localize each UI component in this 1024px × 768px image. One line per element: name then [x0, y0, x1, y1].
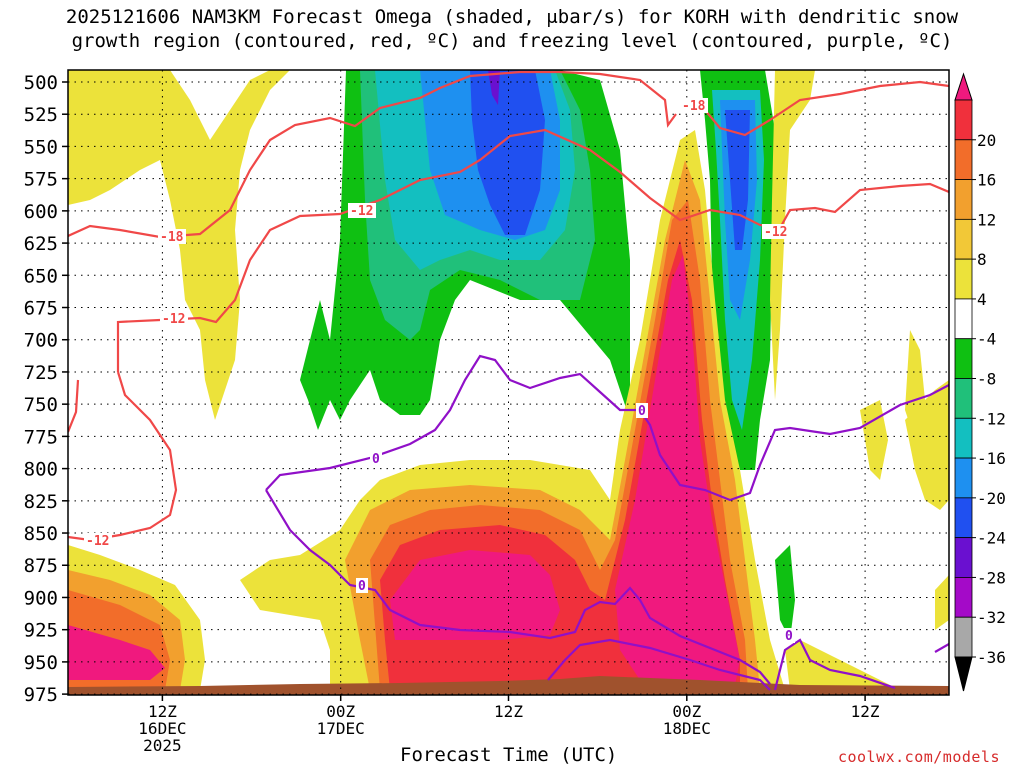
descent-region-dark-blue	[470, 70, 545, 235]
ascent-region-yellow-east	[860, 400, 888, 480]
colorbar-segment	[954, 258, 973, 300]
y-tick-label: 500	[24, 72, 58, 94]
x-tick-label: 12Z	[851, 702, 880, 721]
y-axis: 500 525 550 575 600 625 650 675 700 725 750 775 800 8…	[24, 72, 68, 706]
colorbar-label: -28	[977, 568, 1006, 587]
y-tick-label: 725	[24, 362, 58, 384]
y-tick-label: 600	[24, 201, 58, 223]
colorbar-segment	[954, 577, 973, 618]
colorbar-label: -12	[977, 409, 1006, 428]
contour-minus18-east	[699, 80, 949, 137]
ascent-region-yellow-far-east-3	[935, 575, 949, 630]
y-tick-label: 625	[24, 233, 58, 255]
contour-label-zero-b: 0	[638, 404, 646, 419]
y-tick-label: 975	[24, 684, 58, 706]
x-tick-label: 18DEC	[663, 719, 711, 738]
colorbar-label: -16	[977, 449, 1006, 468]
colorbar-segment	[954, 179, 973, 220]
x-tick-label: 16DEC	[138, 719, 186, 738]
x-axis-title: Forecast Time (UTC)	[400, 744, 618, 766]
chart-subtitle: growth region (contoured, red, ºC) and f…	[71, 30, 953, 52]
y-tick-label: 550	[24, 136, 58, 158]
ascent-region-yellow-northeast	[770, 70, 815, 400]
colorbar-label: -32	[977, 608, 1006, 627]
colorbar-segment	[954, 537, 973, 578]
contour-label-minus12-c: -12	[764, 225, 787, 240]
y-tick-label: 825	[24, 491, 58, 513]
ascent-region-yellow-tail	[785, 640, 900, 690]
contour-zero-south	[547, 638, 771, 691]
x-tick-label: 00Z	[672, 702, 701, 721]
colorbar-label: 4	[977, 290, 987, 309]
colorbar-top-arrow	[954, 72, 973, 101]
y-tick-label: 850	[24, 523, 58, 545]
colorbar-label: 16	[977, 171, 996, 190]
contour-label-minus12-b: -12	[350, 204, 373, 219]
contour-label-zero-d: 0	[785, 629, 793, 644]
x-tick-label: 2025	[143, 736, 182, 755]
colorbar-segment	[954, 616, 973, 658]
gridlines	[68, 70, 949, 695]
contour-label-minus18-a: -18	[160, 230, 184, 245]
colorbar-segment	[954, 497, 973, 539]
contour-zero-lower	[265, 489, 771, 685]
ascent-region-magenta-main	[390, 550, 560, 640]
colorbar: 20 16 12 8 4 -4 -8 -12 -16 -20 -24 -28 -32 -36	[954, 72, 1006, 692]
colorbar-segment	[954, 298, 973, 340]
credit-text: coolwx.com/models	[837, 748, 1000, 766]
descent-region-purple	[488, 70, 500, 105]
colorbar-label: -8	[977, 370, 996, 389]
x-tick-label: 12Z	[148, 702, 177, 721]
colorbar-segment	[954, 417, 973, 459]
chart-title: 2025121606 NAM3KM Forecast Omega (shaded…	[65, 6, 959, 28]
contour-minus12-upper	[68, 128, 949, 433]
contour-label-minus18-b: -18	[682, 99, 706, 114]
colorbar-label: 20	[977, 131, 996, 150]
y-tick-label: 700	[24, 330, 58, 352]
y-tick-label: 775	[24, 426, 58, 448]
colorbar-segment	[954, 139, 973, 180]
ascent-region-yellow-west	[68, 70, 290, 420]
x-tick-label: 17DEC	[317, 719, 365, 738]
y-tick-label: 925	[24, 620, 58, 642]
colorbar-segment	[954, 457, 973, 499]
contour-label-minus12-a: -12	[162, 312, 185, 327]
ascent-region-pink-south	[68, 625, 165, 680]
colorbar-segment	[954, 378, 973, 419]
ascent-region-magenta-east	[615, 255, 740, 685]
contour-label-zero-a: 0	[372, 452, 380, 467]
terrain	[68, 676, 949, 695]
y-tick-label: 875	[24, 555, 58, 577]
contour-label-zero-c: 0	[358, 579, 366, 594]
x-tick-label: 00Z	[326, 702, 355, 721]
descent-region-green-tail	[775, 545, 795, 640]
x-tick-label: 12Z	[494, 702, 523, 721]
y-tick-label: 900	[24, 587, 58, 609]
contour-label-minus12-d: -12	[86, 534, 109, 549]
colorbar-label: -4	[977, 330, 996, 349]
y-tick-label: 750	[24, 394, 58, 416]
colorbar-bottom-arrow	[954, 656, 973, 692]
y-tick-label: 525	[24, 104, 58, 126]
colorbar-segment	[954, 99, 973, 141]
descent-region-dark-east	[725, 110, 750, 250]
colorbar-label: -20	[977, 489, 1006, 508]
colorbar-label: 12	[977, 210, 996, 229]
y-tick-label: 800	[24, 459, 58, 481]
colorbar-segment	[954, 218, 973, 260]
colorbar-label: -36	[977, 648, 1006, 667]
colorbar-label: -24	[977, 529, 1006, 548]
y-tick-label: 575	[24, 169, 58, 191]
ascent-region-yellow-far-east-2	[905, 330, 925, 440]
contour-zero-east	[773, 638, 896, 691]
contour-zero-west	[265, 354, 949, 502]
y-tick-label: 950	[24, 652, 58, 674]
contour-zero-edge	[934, 643, 949, 653]
y-tick-label: 650	[24, 265, 58, 287]
y-tick-label: 675	[24, 298, 58, 320]
colorbar-segment	[954, 338, 973, 379]
colorbar-label: 8	[977, 250, 987, 269]
